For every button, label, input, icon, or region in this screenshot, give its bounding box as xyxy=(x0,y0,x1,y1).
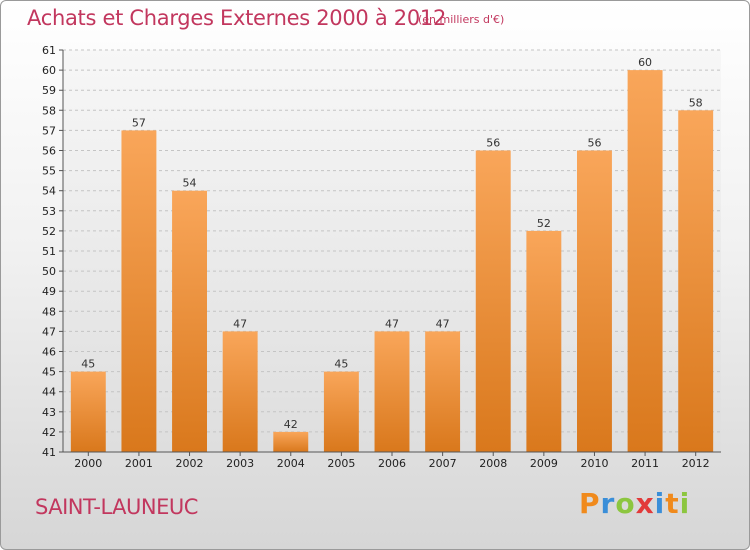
bar xyxy=(678,110,714,453)
bar xyxy=(121,130,157,452)
bar xyxy=(627,70,663,452)
x-tick-label: 2001 xyxy=(125,457,153,470)
x-tick-label: 2011 xyxy=(631,457,659,470)
bar xyxy=(576,150,612,452)
data-label: 47 xyxy=(436,317,450,330)
x-tick-label: 2003 xyxy=(226,457,254,470)
x-tick-label: 2010 xyxy=(580,457,608,470)
data-label: 47 xyxy=(233,317,247,330)
x-tick-label: 2002 xyxy=(176,457,204,470)
logo-letter: i xyxy=(654,487,666,520)
y-tick-label: 58 xyxy=(42,104,56,117)
y-tick-label: 60 xyxy=(42,64,56,77)
y-tick-label: 42 xyxy=(42,426,56,439)
bar xyxy=(475,150,511,452)
y-tick-label: 55 xyxy=(42,165,56,178)
x-tick-label: 2009 xyxy=(530,457,558,470)
data-label: 58 xyxy=(689,96,703,109)
commune-name: SAINT-LAUNEUC xyxy=(35,495,198,519)
y-tick-label: 53 xyxy=(42,205,56,218)
chart-subtitle: (en milliers d'€) xyxy=(418,13,505,26)
bar xyxy=(526,230,562,452)
bar xyxy=(425,331,461,452)
y-tick-label: 49 xyxy=(42,285,56,298)
y-tick-label: 54 xyxy=(42,185,56,198)
x-tick-label: 2005 xyxy=(327,457,355,470)
y-tick-label: 50 xyxy=(42,265,56,278)
y-tick-label: 43 xyxy=(42,406,56,419)
x-tick-label: 2008 xyxy=(479,457,507,470)
data-label: 54 xyxy=(183,177,197,190)
y-tick-label: 41 xyxy=(42,446,56,459)
data-label: 60 xyxy=(638,56,652,69)
y-tick-label: 56 xyxy=(42,145,56,158)
logo-letter: o xyxy=(615,487,636,520)
bar xyxy=(273,431,309,452)
axes: 41 42 43 44 45 46 47 48 49 50 51 52 53 54 55 56 57 58 59 60… xyxy=(42,44,721,470)
proxiti-logo: Proxiti xyxy=(579,487,690,520)
bar xyxy=(222,331,258,452)
y-tick-label: 61 xyxy=(42,44,56,57)
data-label: 57 xyxy=(132,116,146,129)
bar xyxy=(70,371,106,452)
bars: 45 57 54 47 42 45 47 47 56 52 56 60 58 xyxy=(70,56,714,453)
bar xyxy=(323,371,359,452)
y-tick-label: 57 xyxy=(42,124,56,137)
data-label: 45 xyxy=(81,358,95,371)
chart-title: Achats et Charges Externes 2000 à 2012 xyxy=(27,6,447,30)
y-tick-label: 48 xyxy=(42,305,56,318)
bar xyxy=(172,190,208,452)
data-label: 56 xyxy=(587,137,601,150)
data-label: 47 xyxy=(385,317,399,330)
x-tick-label: 2012 xyxy=(682,457,710,470)
logo-letter: t xyxy=(665,487,680,520)
x-tick-label: 2006 xyxy=(378,457,406,470)
x-tick-label: 2000 xyxy=(74,457,102,470)
logo-letter: x xyxy=(635,487,655,520)
y-tick-label: 59 xyxy=(42,84,56,97)
y-tick-label: 52 xyxy=(42,225,56,238)
y-tick-label: 45 xyxy=(42,366,56,379)
x-tick-label: 2007 xyxy=(429,457,457,470)
y-tick-label: 46 xyxy=(42,346,56,359)
y-tick-label: 47 xyxy=(42,325,56,338)
data-label: 45 xyxy=(334,358,348,371)
bar xyxy=(374,331,410,452)
logo-letter: r xyxy=(600,487,616,520)
logo-letter: i xyxy=(679,487,691,520)
y-tick-label: 51 xyxy=(42,245,56,258)
data-label: 52 xyxy=(537,217,551,230)
data-label: 56 xyxy=(486,137,500,150)
x-tick-label: 2004 xyxy=(277,457,305,470)
logo-letter: P xyxy=(579,487,601,520)
data-label: 42 xyxy=(284,418,298,431)
y-tick-label: 44 xyxy=(42,386,56,399)
